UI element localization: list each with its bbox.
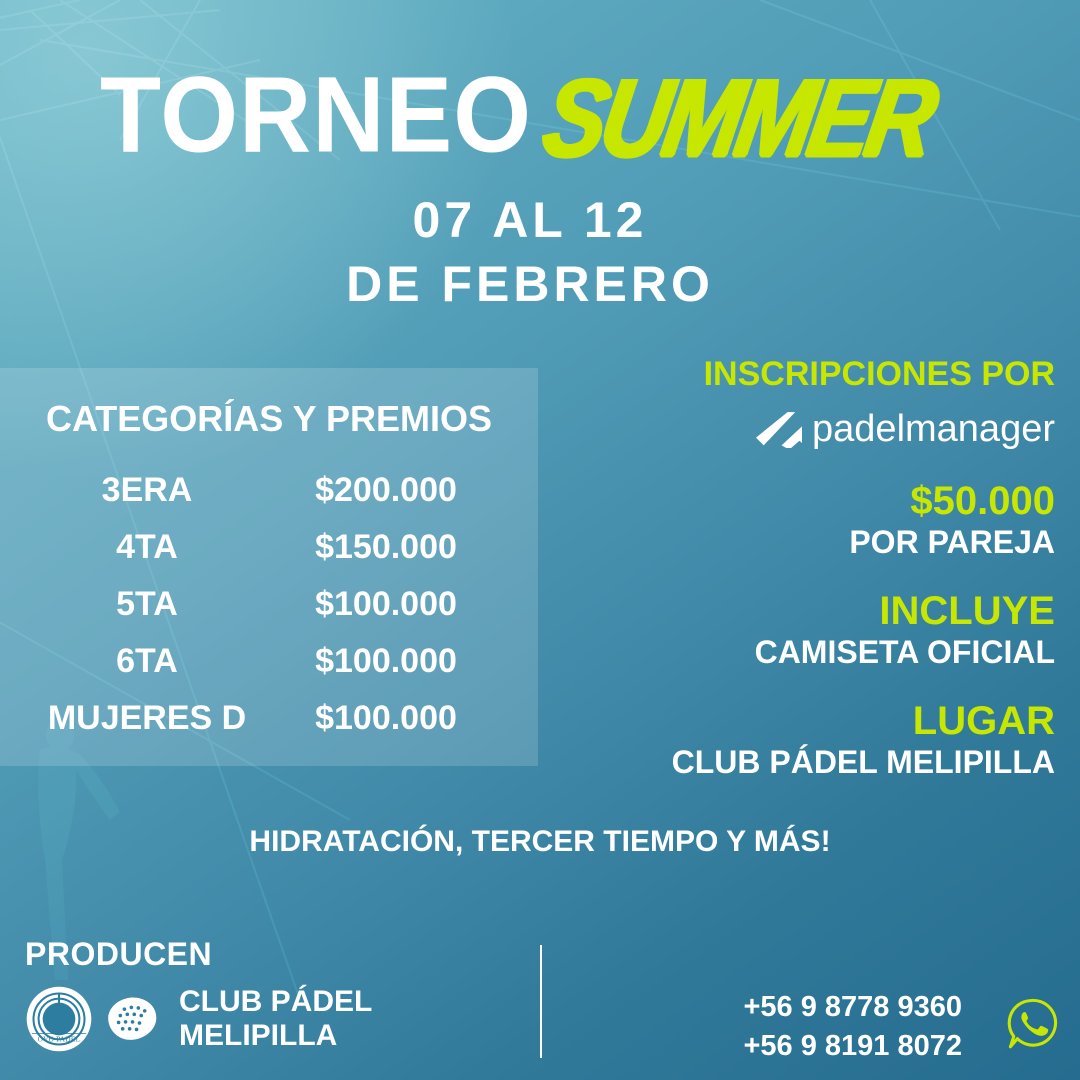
svg-text:OVO PADEL: OVO PADEL bbox=[38, 1035, 81, 1043]
